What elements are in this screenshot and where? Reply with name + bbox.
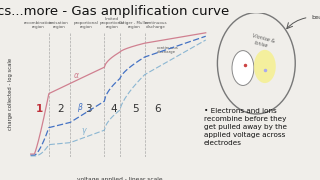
Ellipse shape	[254, 50, 276, 83]
Text: proportional
region: proportional region	[74, 21, 99, 29]
Text: beam: beam	[311, 15, 320, 20]
Text: 4: 4	[110, 104, 117, 114]
Text: Vionise &
ionise: Vionise & ionise	[250, 33, 275, 49]
Text: 1: 1	[36, 104, 44, 114]
Text: 2: 2	[57, 104, 64, 114]
Text: Physics...more - Gas amplification curve: Physics...more - Gas amplification curve	[0, 5, 230, 18]
Text: limited
proportional
region: limited proportional region	[99, 17, 124, 29]
Text: ionisation
region: ionisation region	[49, 21, 69, 29]
Text: $\gamma$: $\gamma$	[81, 126, 88, 137]
Text: continuous
discharge: continuous discharge	[156, 46, 178, 54]
Text: 5: 5	[132, 104, 139, 114]
Text: voltage applied - linear scale: voltage applied - linear scale	[77, 177, 163, 180]
Text: $\beta$: $\beta$	[77, 101, 84, 114]
Text: $\alpha$: $\alpha$	[73, 71, 79, 80]
Text: Geiger - Muller
region: Geiger - Muller region	[119, 21, 148, 29]
Text: • Electrons and ions
recombine before they
get pulled away by the
applied voltag: • Electrons and ions recombine before th…	[204, 108, 287, 146]
Text: continuous
discharge: continuous discharge	[144, 21, 167, 29]
Text: 6: 6	[154, 104, 161, 114]
Ellipse shape	[232, 51, 254, 86]
Text: recombination
region: recombination region	[23, 21, 52, 29]
Text: charge collected - log scale: charge collected - log scale	[8, 58, 13, 130]
Text: 3: 3	[85, 104, 92, 114]
